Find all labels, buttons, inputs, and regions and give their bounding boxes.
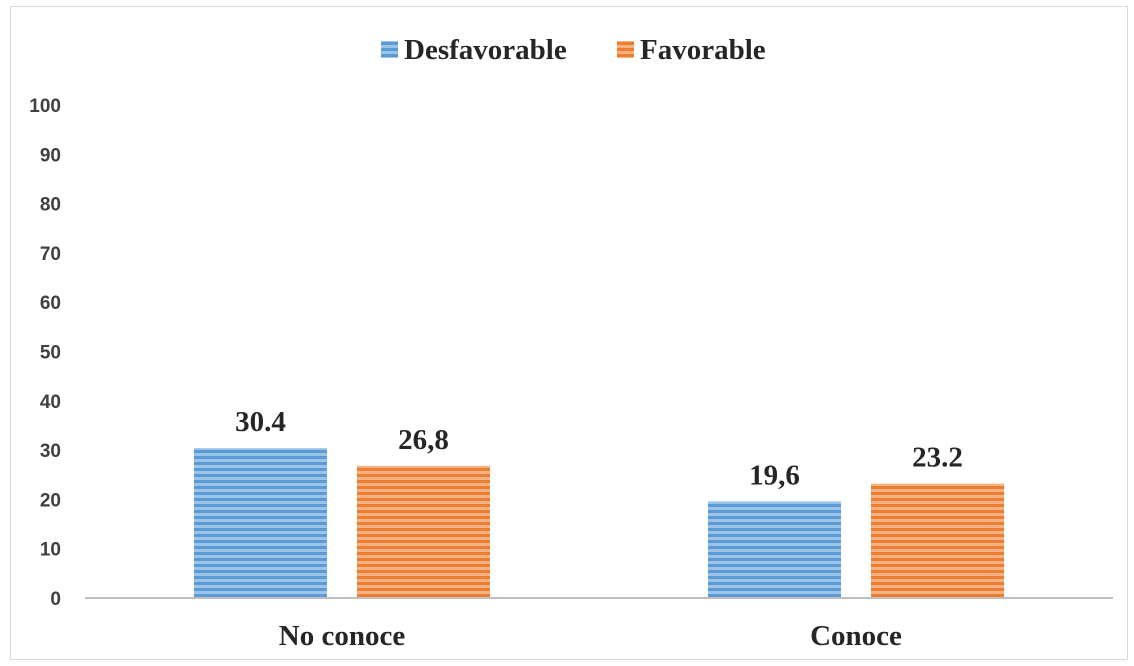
y-tick-label: 60: [40, 293, 61, 314]
y-tick-label: 90: [40, 145, 61, 166]
x-axis: No conoce Conoce: [279, 620, 902, 652]
legend: Desfavorable Favorable: [381, 34, 766, 66]
x-tick-label: No conoce: [279, 620, 406, 652]
data-labels: 30.4 26,8 19,6 23.2: [235, 406, 963, 491]
bar-desfavorable-conoce: [708, 501, 841, 598]
data-label: 30.4: [235, 406, 286, 438]
data-label: 26,8: [398, 424, 449, 456]
legend-swatch-desfavorable: [381, 41, 398, 58]
data-label: 19,6: [749, 459, 800, 491]
legend-label-desfavorable: Desfavorable: [404, 34, 567, 66]
y-tick-label: 70: [40, 244, 61, 265]
y-tick-label: 40: [40, 392, 61, 413]
y-tick-label: 50: [40, 343, 61, 364]
legend-label-favorable: Favorable: [640, 34, 766, 66]
bars: [194, 448, 1004, 598]
bar-desfavorable-no-conoce: [194, 448, 327, 598]
y-tick-label: 80: [40, 195, 61, 216]
y-tick-label: 0: [50, 589, 61, 610]
x-tick-label: Conoce: [810, 620, 902, 652]
y-tick-label: 30: [40, 441, 61, 462]
legend-swatch-favorable: [617, 41, 634, 58]
y-tick-label: 20: [40, 490, 61, 511]
y-axis: 0 10 20 30 40 50 60 70 80 90 100: [29, 96, 61, 610]
bar-favorable-no-conoce: [357, 465, 490, 598]
y-tick-label: 100: [29, 96, 61, 117]
data-label: 23.2: [912, 442, 963, 474]
y-tick-label: 10: [40, 540, 61, 561]
bar-favorable-conoce: [871, 483, 1004, 598]
